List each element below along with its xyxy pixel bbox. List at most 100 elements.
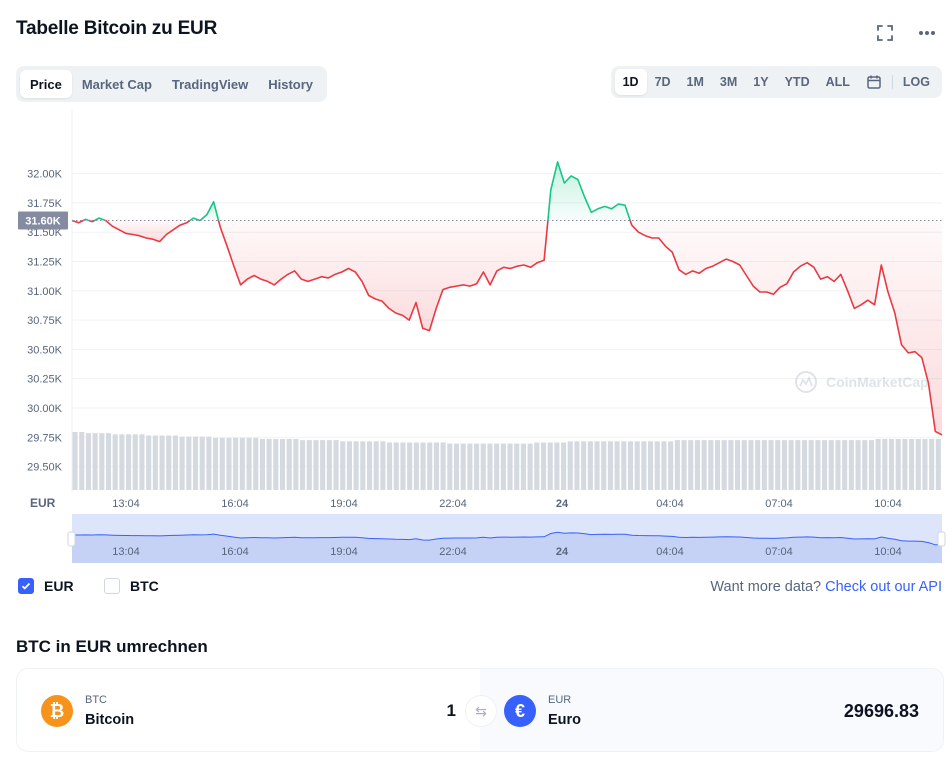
x-axis-title: EUR	[30, 496, 56, 510]
range-ytd[interactable]: YTD	[784, 75, 810, 89]
volume-bar	[119, 434, 125, 490]
converter-to[interactable]: € EUR Euro 29696.83	[480, 669, 943, 751]
header-actions	[874, 22, 938, 44]
volume-bar	[139, 434, 145, 490]
volume-bar	[561, 442, 567, 490]
range-1y[interactable]: 1Y	[753, 75, 769, 89]
price-area-segment	[547, 161, 631, 221]
range-all[interactable]: ALL	[825, 75, 850, 89]
price-line-up	[94, 217, 106, 222]
volume-bar	[634, 441, 640, 490]
price-line-up	[189, 200, 220, 222]
navigator-area	[72, 532, 942, 563]
volume-bar	[420, 442, 426, 490]
calendar-icon[interactable]	[858, 69, 890, 95]
volume-bar	[648, 441, 654, 490]
more-icon[interactable]	[916, 22, 938, 44]
checkbox-btc[interactable]	[104, 578, 120, 594]
range-1d[interactable]: 1D	[614, 69, 647, 95]
fullscreen-icon[interactable]	[874, 22, 896, 44]
volume-bar	[842, 440, 848, 490]
more-data: Want more data? Check out our API	[710, 579, 942, 595]
tab-history[interactable]: History	[268, 76, 314, 92]
navigator-handle[interactable]	[937, 531, 946, 547]
log-toggle[interactable]: LOG	[902, 75, 930, 89]
volume-bar	[688, 440, 694, 490]
navigator-handle[interactable]	[67, 531, 76, 547]
volume-bar	[300, 440, 306, 490]
reference-badge-label: 31.60K	[25, 215, 61, 227]
volume-bar	[567, 441, 573, 490]
price-line	[71, 161, 943, 436]
y-axis: 32.00K 31.75K 31.50K 31.25K 31.00K 30.75K 30.5…	[27, 169, 63, 474]
tab-market-cap[interactable]: Market Cap	[81, 76, 152, 92]
volume-bar	[239, 437, 245, 490]
price-line-down	[217, 220, 549, 332]
volume-bar	[293, 438, 299, 490]
navigator-tick-label: 13:04	[112, 546, 140, 558]
tab-tradingview[interactable]: TradingView	[171, 76, 249, 92]
volume-bar	[306, 440, 312, 490]
price-chart[interactable]: 32.00K 31.75K 31.50K 31.25K 31.00K 30.75K 30.5…	[0, 110, 952, 570]
volume-bar	[413, 442, 419, 490]
tab-price[interactable]: Price	[20, 70, 72, 98]
volume-bar	[741, 440, 747, 490]
range-1m[interactable]: 1M	[686, 75, 704, 89]
converter: ₿ BTC Bitcoin 1 ⇆ € EUR Euro 29696.83	[16, 668, 944, 752]
volume-bar	[366, 441, 373, 490]
x-tick-label: 13:04	[112, 498, 140, 510]
volume-bar	[547, 442, 553, 490]
price-area-segment	[218, 220, 548, 331]
y-tick-label: 32.00K	[27, 169, 63, 181]
volume-bar	[320, 440, 326, 490]
legend-btc-label: BTC	[130, 578, 159, 594]
volume-bar	[433, 442, 439, 490]
to-amount[interactable]: 29696.83	[843, 701, 919, 721]
x-tick-label: 16:04	[221, 498, 249, 510]
volume-bar	[735, 440, 741, 490]
watermark-text: CoinMarketCap	[826, 374, 929, 390]
volume-bar	[132, 434, 138, 490]
y-tick-label: 30.00K	[27, 403, 63, 415]
volume-bar	[79, 432, 85, 490]
volume-bar	[808, 440, 814, 490]
from-amount[interactable]: 1	[446, 701, 456, 720]
converter-title: BTC in EUR umrechnen	[16, 637, 208, 656]
checkbox-eur[interactable]	[18, 578, 34, 594]
volume-bar	[152, 435, 158, 490]
volume-bar	[206, 436, 212, 490]
navigator-tick-label: 10:04	[874, 546, 902, 558]
volume-bar	[85, 433, 91, 490]
legend-eur[interactable]: EUR	[18, 578, 74, 594]
volume-bar	[788, 440, 794, 490]
volume-bar	[862, 440, 868, 490]
volume-bar	[627, 441, 634, 490]
navigator-tick-label: 16:04	[221, 546, 249, 558]
api-link[interactable]: Check out our API	[825, 579, 942, 595]
price-area-segment	[105, 220, 190, 242]
reference-badge	[18, 211, 68, 230]
x-tick-label: 24	[556, 498, 569, 510]
swap-icon[interactable]: ⇆	[465, 695, 497, 727]
to-name: Euro	[548, 712, 582, 728]
legend-btc[interactable]: BTC	[104, 578, 159, 594]
volume-bar	[641, 441, 647, 490]
range-3m[interactable]: 3M	[719, 75, 738, 89]
y-tick-label: 30.50K	[27, 344, 63, 356]
volume-bar	[540, 442, 547, 490]
volume-bar	[126, 434, 132, 490]
volume-bar	[99, 433, 105, 490]
volume-bar	[875, 438, 881, 490]
range-7d[interactable]: 7D	[654, 75, 671, 89]
volume-bar	[621, 441, 627, 490]
volume-bar	[855, 440, 861, 490]
volume-bar	[748, 440, 754, 490]
x-axis: EUR 13:04 16:04 19:04 22:04 24 04:04 07:04 10:04	[30, 496, 902, 510]
volume-bar	[226, 437, 232, 490]
volume-bar	[755, 440, 761, 490]
volume-bar	[614, 441, 620, 490]
volume-bar	[714, 440, 721, 490]
volume-bar	[266, 438, 272, 490]
volume-bar	[360, 441, 366, 490]
converter-from[interactable]: ₿ BTC Bitcoin 1	[17, 669, 480, 751]
